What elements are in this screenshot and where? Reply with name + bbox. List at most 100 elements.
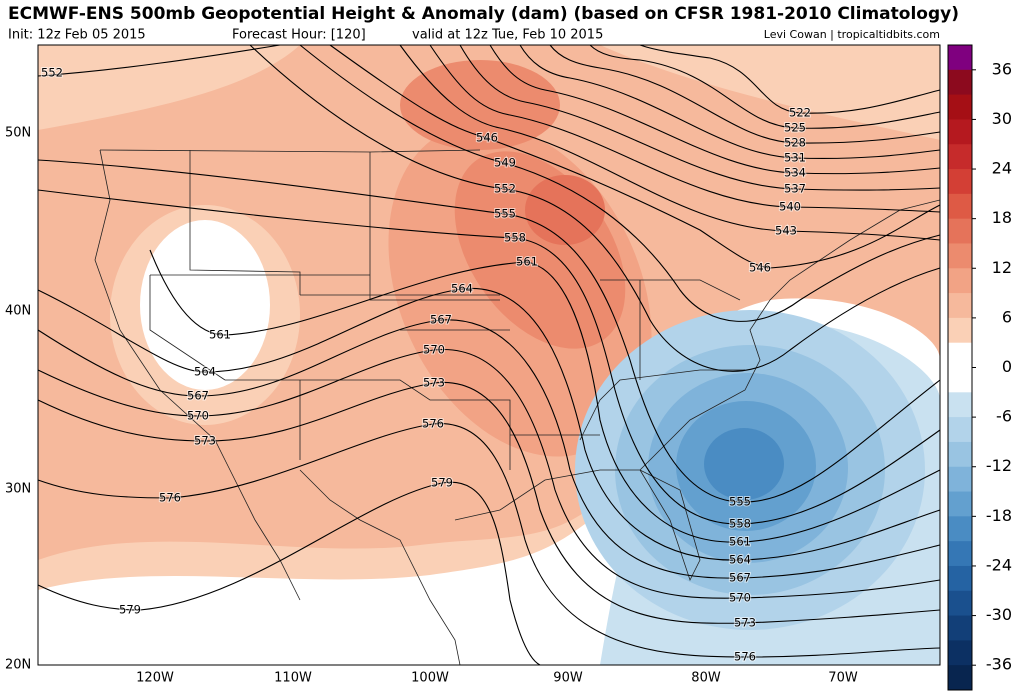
contour-label: 567 bbox=[430, 313, 452, 327]
contour bbox=[459, 44, 941, 191]
colorbar-band bbox=[948, 491, 972, 517]
forecast-hour: Forecast Hour: [120] bbox=[232, 28, 366, 43]
contour-label: 576 bbox=[422, 417, 444, 431]
colorbar-band bbox=[948, 665, 972, 691]
contour-label: 576 bbox=[734, 650, 756, 664]
contour bbox=[249, 44, 941, 372]
geography bbox=[94, 149, 940, 665]
contour-label: 552 bbox=[494, 182, 516, 196]
colorbar-tick-label: -18 bbox=[986, 506, 1012, 525]
contour bbox=[429, 44, 941, 213]
contour-label: 546 bbox=[749, 261, 771, 275]
contour bbox=[149, 249, 941, 543]
contour bbox=[299, 44, 941, 322]
contour-label: 561 bbox=[729, 535, 751, 549]
colorbar-band bbox=[948, 392, 972, 418]
colorbar-tick-label: 36 bbox=[992, 59, 1012, 78]
contour-label: 561 bbox=[516, 255, 538, 269]
contours bbox=[37, 44, 941, 666]
lon-label: 120W bbox=[136, 671, 174, 686]
anomaly-shading bbox=[38, 45, 940, 665]
contour bbox=[519, 44, 941, 160]
colorbar-band bbox=[948, 342, 972, 368]
lon-label: 110W bbox=[274, 671, 312, 686]
colorbar-band bbox=[948, 268, 972, 294]
colorbar-tick-label: 6 bbox=[1002, 307, 1012, 326]
contour-label: 567 bbox=[187, 389, 209, 403]
colorbar-band bbox=[948, 317, 972, 344]
colorbar-band bbox=[948, 417, 972, 443]
contour-labels: 552 546 549 552 555 558 561 564 567 570 … bbox=[40, 65, 812, 665]
contour-label: 543 bbox=[775, 224, 797, 238]
contour bbox=[37, 381, 941, 624]
contour-label: 576 bbox=[159, 491, 181, 505]
colorbar-band bbox=[948, 367, 972, 393]
colorbar-band bbox=[948, 94, 972, 120]
colorbar-tick-label: -36 bbox=[986, 655, 1012, 674]
contour bbox=[37, 349, 941, 599]
colorbar-tick-label: 30 bbox=[992, 109, 1012, 128]
colorbar-tick-label: -12 bbox=[986, 456, 1012, 475]
contour-label: 540 bbox=[779, 200, 801, 214]
lon-label: 100W bbox=[411, 671, 449, 686]
contour-label: 555 bbox=[729, 495, 751, 509]
contour bbox=[489, 44, 941, 175]
colorbar: 36 30 24 18 12 6 0 -6 -12 -18 -24 -30 -36 bbox=[947, 44, 1012, 691]
colorbar-band bbox=[948, 590, 972, 617]
colorbar-tick-label: 24 bbox=[992, 159, 1012, 178]
init-time: Init: 12z Feb 05 2015 bbox=[8, 28, 146, 43]
contour-label: 564 bbox=[194, 365, 216, 379]
colorbar-band bbox=[948, 516, 972, 542]
lat-label: 20N bbox=[5, 658, 31, 673]
contour bbox=[37, 319, 941, 579]
contour-label: 570 bbox=[423, 343, 445, 357]
lon-label: 90W bbox=[553, 671, 583, 686]
contour bbox=[37, 481, 541, 666]
contour-label: 573 bbox=[194, 434, 216, 448]
contour bbox=[549, 44, 941, 144]
contour-label: 570 bbox=[729, 591, 751, 605]
contour bbox=[329, 44, 941, 269]
colorbar-band bbox=[948, 615, 972, 641]
colorbar-band bbox=[948, 119, 972, 145]
contour bbox=[399, 44, 941, 241]
contour-label: 534 bbox=[784, 166, 806, 180]
contour-label: 579 bbox=[119, 603, 141, 617]
contour-label: 561 bbox=[209, 328, 231, 342]
contour bbox=[589, 44, 941, 129]
contour bbox=[37, 189, 941, 525]
colorbar-band bbox=[948, 45, 972, 71]
colorbar-band bbox=[948, 293, 972, 319]
lat-label: 50N bbox=[5, 126, 31, 141]
contour-label: 558 bbox=[504, 231, 526, 245]
contour-label: 549 bbox=[494, 156, 516, 170]
contour-label: 525 bbox=[784, 121, 806, 135]
lat-label: 30N bbox=[5, 482, 31, 497]
colorbar-band bbox=[948, 69, 972, 96]
colorbar-tick-label: -6 bbox=[996, 407, 1012, 426]
colorbar-band bbox=[948, 144, 972, 170]
colorbar-tick-label: 18 bbox=[992, 208, 1012, 227]
colorbar-band bbox=[948, 169, 972, 195]
contour-label: 567 bbox=[729, 571, 751, 585]
colorbar-band bbox=[948, 193, 972, 220]
colorbar-tick-label: 12 bbox=[992, 258, 1012, 277]
contour-label: 564 bbox=[451, 282, 473, 296]
contour-label: 555 bbox=[494, 207, 516, 221]
contour-label: 579 bbox=[431, 476, 453, 490]
contour-label: 573 bbox=[423, 376, 445, 390]
contour-label: 528 bbox=[784, 136, 806, 150]
contour bbox=[37, 159, 941, 503]
colorbar-band bbox=[948, 466, 972, 493]
colorbar-band bbox=[948, 218, 972, 244]
title: ECMWF-ENS 500mb Geopotential Height & An… bbox=[8, 4, 959, 24]
contour-label: 537 bbox=[784, 182, 806, 196]
lon-label: 80W bbox=[691, 671, 721, 686]
contour-label: 552 bbox=[41, 66, 63, 80]
contour-label: 558 bbox=[729, 517, 751, 531]
contour bbox=[37, 288, 941, 561]
contour-label: 546 bbox=[476, 131, 498, 145]
contour bbox=[37, 44, 281, 77]
colorbar-band bbox=[948, 640, 972, 666]
